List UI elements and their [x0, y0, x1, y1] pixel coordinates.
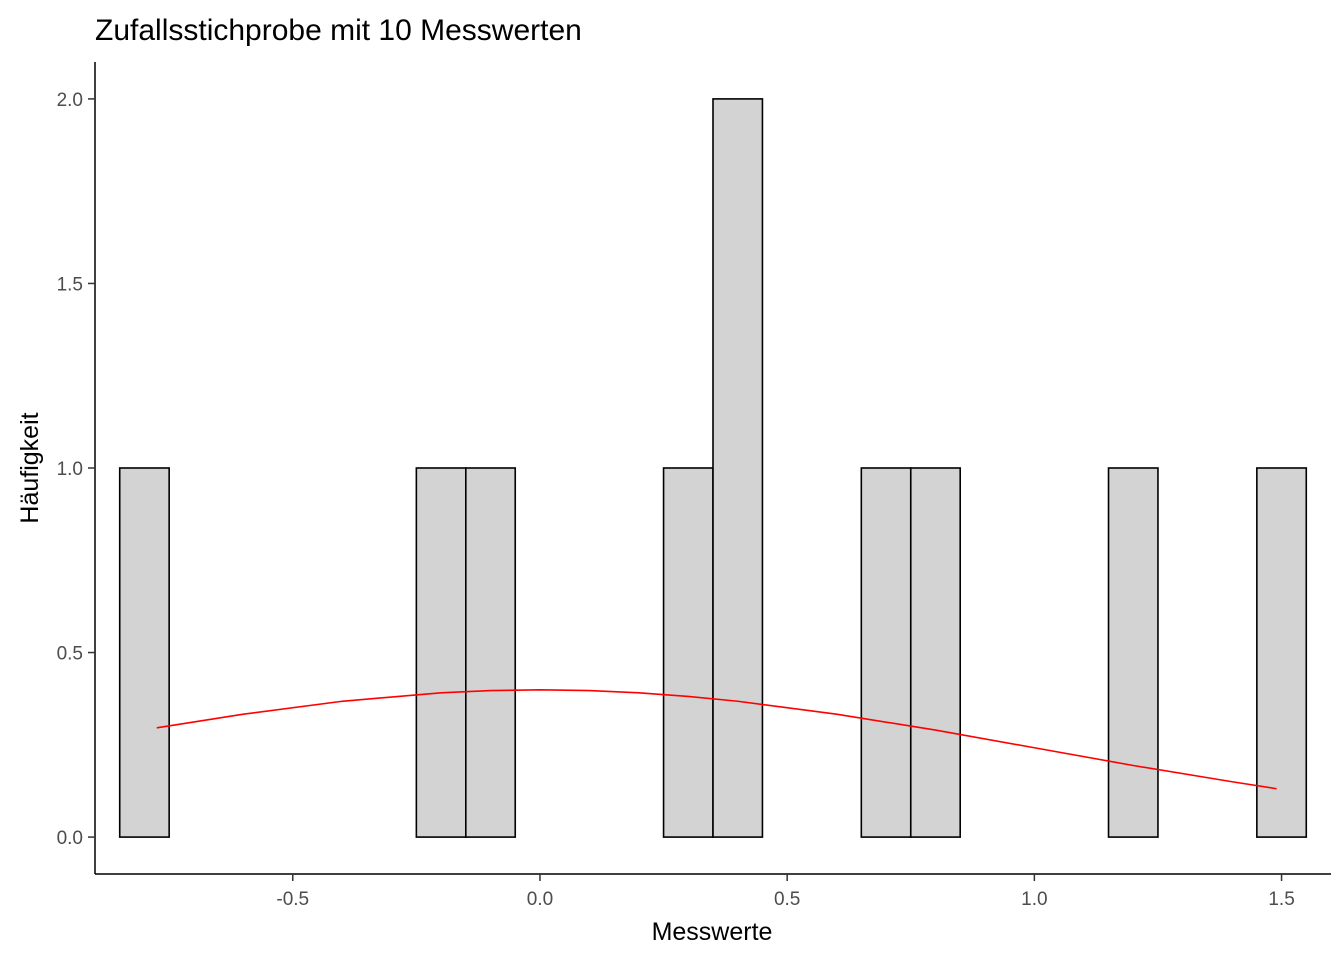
density-curve-layer [156, 689, 1277, 790]
x-tick-label-1: 0.0 [527, 889, 553, 910]
bar-23 [1256, 467, 1308, 838]
y-tick-label-2: 1.0 [57, 459, 83, 480]
y-tick-label-4: 2.0 [57, 90, 83, 111]
y-axis-title: Häufigkeit [16, 412, 44, 523]
x-axis-title: Messwerte [652, 918, 773, 946]
x-tick-label-0: -0.5 [276, 889, 309, 910]
y-tick-label-0: 0.0 [57, 828, 83, 849]
bar-16 [909, 467, 962, 838]
bar-0 [118, 467, 170, 838]
bar-7 [464, 467, 517, 838]
bars [118, 98, 1308, 838]
x-tick-label-2: 0.5 [774, 889, 800, 910]
x-tick-label-4: 1.5 [1268, 889, 1294, 910]
bar-6 [415, 467, 467, 838]
density-curve [156, 689, 1277, 790]
bar-11 [662, 467, 714, 838]
y-tick-label-1: 0.5 [57, 644, 83, 665]
bar-15 [860, 467, 912, 838]
chart-title: Zufallsstichprobe mit 10 Messwerten [95, 14, 582, 47]
x-ticks: -0.5 0.0 0.5 1.0 1.5 [276, 874, 1295, 910]
bar-12 [712, 98, 764, 838]
bar-20 [1107, 467, 1159, 838]
x-tick-label-3: 1.0 [1021, 889, 1047, 910]
y-ticks: 0.0 0.5 1.0 1.5 2.0 [57, 90, 95, 849]
y-tick-label-3: 1.5 [57, 274, 83, 295]
